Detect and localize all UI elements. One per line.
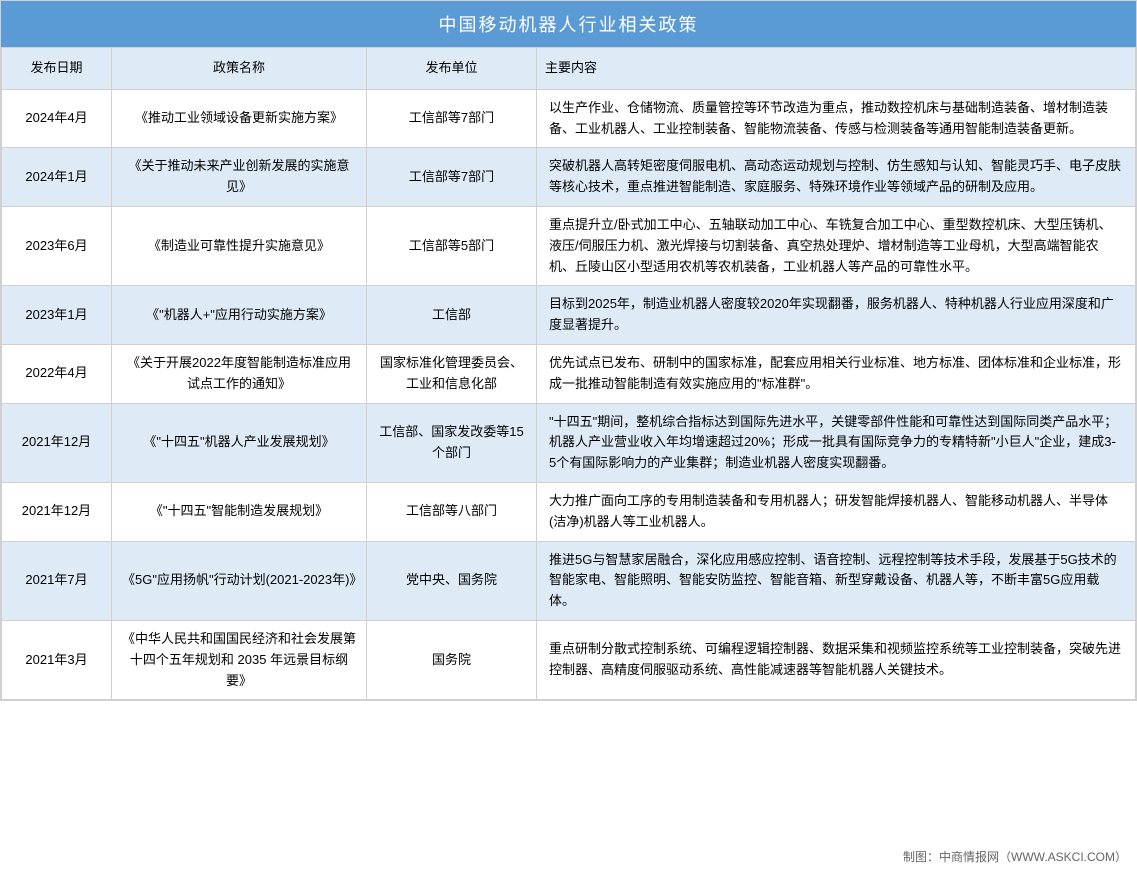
cell-policy: 《"十四五"机器人产业发展规划》	[112, 403, 367, 482]
cell-dept: 国家标准化管理委员会、工业和信息化部	[367, 344, 537, 403]
cell-policy: 《制造业可靠性提升实施意见》	[112, 206, 367, 285]
table-row: 2024年1月 《关于推动未来产业创新发展的实施意见》 工信部等7部门 突破机器…	[2, 148, 1136, 207]
cell-policy: 《"十四五"智能制造发展规划》	[112, 482, 367, 541]
cell-date: 2021年12月	[2, 403, 112, 482]
table-row: 2024年4月 《推动工业领域设备更新实施方案》 工信部等7部门 以生产作业、仓…	[2, 89, 1136, 148]
cell-dept: 工信部、国家发改委等15个部门	[367, 403, 537, 482]
cell-content: 突破机器人高转矩密度伺服电机、高动态运动规划与控制、仿生感知与认知、智能灵巧手、…	[537, 148, 1136, 207]
header-policy: 政策名称	[112, 48, 367, 90]
cell-content: 重点提升立/卧式加工中心、五轴联动加工中心、车铣复合加工中心、重型数控机床、大型…	[537, 206, 1136, 285]
cell-policy: 《"机器人+"应用行动实施方案》	[112, 286, 367, 345]
table-row: 2021年12月 《"十四五"智能制造发展规划》 工信部等八部门 大力推广面向工…	[2, 482, 1136, 541]
cell-policy: 《5G"应用扬帆"行动计划(2021-2023年)》	[112, 541, 367, 620]
cell-policy: 《关于推动未来产业创新发展的实施意见》	[112, 148, 367, 207]
cell-content: 优先试点已发布、研制中的国家标准，配套应用相关行业标准、地方标准、团体标准和企业…	[537, 344, 1136, 403]
cell-content: 目标到2025年，制造业机器人密度较2020年实现翻番，服务机器人、特种机器人行…	[537, 286, 1136, 345]
cell-date: 2023年1月	[2, 286, 112, 345]
header-dept: 发布单位	[367, 48, 537, 90]
table-row: 2022年4月 《关于开展2022年度智能制造标准应用试点工作的通知》 国家标准…	[2, 344, 1136, 403]
cell-dept: 工信部	[367, 286, 537, 345]
cell-date: 2024年4月	[2, 89, 112, 148]
header-row: 发布日期 政策名称 发布单位 主要内容	[2, 48, 1136, 90]
policy-table-container: 中国移动机器人行业相关政策 发布日期 政策名称 发布单位 主要内容 2024年4…	[0, 0, 1137, 701]
cell-date: 2021年3月	[2, 620, 112, 699]
cell-policy: 《关于开展2022年度智能制造标准应用试点工作的通知》	[112, 344, 367, 403]
cell-content: 推进5G与智慧家居融合，深化应用感应控制、语音控制、远程控制等技术手段，发展基于…	[537, 541, 1136, 620]
cell-policy: 《中华人民共和国国民经济和社会发展第十四个五年规划和 2035 年远景目标纲要》	[112, 620, 367, 699]
cell-dept: 工信部等八部门	[367, 482, 537, 541]
cell-dept: 工信部等7部门	[367, 148, 537, 207]
cell-date: 2024年1月	[2, 148, 112, 207]
cell-content: "十四五"期间，整机综合指标达到国际先进水平，关键零部件性能和可靠性达到国际同类…	[537, 403, 1136, 482]
header-date: 发布日期	[2, 48, 112, 90]
table-row: 2021年12月 《"十四五"机器人产业发展规划》 工信部、国家发改委等15个部…	[2, 403, 1136, 482]
table-row: 2021年7月 《5G"应用扬帆"行动计划(2021-2023年)》 党中央、国…	[2, 541, 1136, 620]
cell-dept: 工信部等7部门	[367, 89, 537, 148]
table-row: 2021年3月 《中华人民共和国国民经济和社会发展第十四个五年规划和 2035 …	[2, 620, 1136, 699]
table-row: 2023年1月 《"机器人+"应用行动实施方案》 工信部 目标到2025年，制造…	[2, 286, 1136, 345]
cell-date: 2021年12月	[2, 482, 112, 541]
cell-dept: 工信部等5部门	[367, 206, 537, 285]
header-content: 主要内容	[537, 48, 1136, 90]
cell-content: 大力推广面向工序的专用制造装备和专用机器人；研发智能焊接机器人、智能移动机器人、…	[537, 482, 1136, 541]
footer-credit: 制图：中商情报网（WWW.ASKCI.COM）	[903, 848, 1127, 865]
cell-dept: 国务院	[367, 620, 537, 699]
cell-content: 重点研制分散式控制系统、可编程逻辑控制器、数据采集和视频监控系统等工业控制装备，…	[537, 620, 1136, 699]
cell-dept: 党中央、国务院	[367, 541, 537, 620]
table-body: 2024年4月 《推动工业领域设备更新实施方案》 工信部等7部门 以生产作业、仓…	[2, 89, 1136, 700]
cell-date: 2021年7月	[2, 541, 112, 620]
cell-content: 以生产作业、仓储物流、质量管控等环节改造为重点，推动数控机床与基础制造装备、增材…	[537, 89, 1136, 148]
cell-policy: 《推动工业领域设备更新实施方案》	[112, 89, 367, 148]
cell-date: 2023年6月	[2, 206, 112, 285]
policy-table: 发布日期 政策名称 发布单位 主要内容 2024年4月 《推动工业领域设备更新实…	[1, 47, 1136, 700]
table-title: 中国移动机器人行业相关政策	[1, 1, 1136, 47]
table-row: 2023年6月 《制造业可靠性提升实施意见》 工信部等5部门 重点提升立/卧式加…	[2, 206, 1136, 285]
cell-date: 2022年4月	[2, 344, 112, 403]
